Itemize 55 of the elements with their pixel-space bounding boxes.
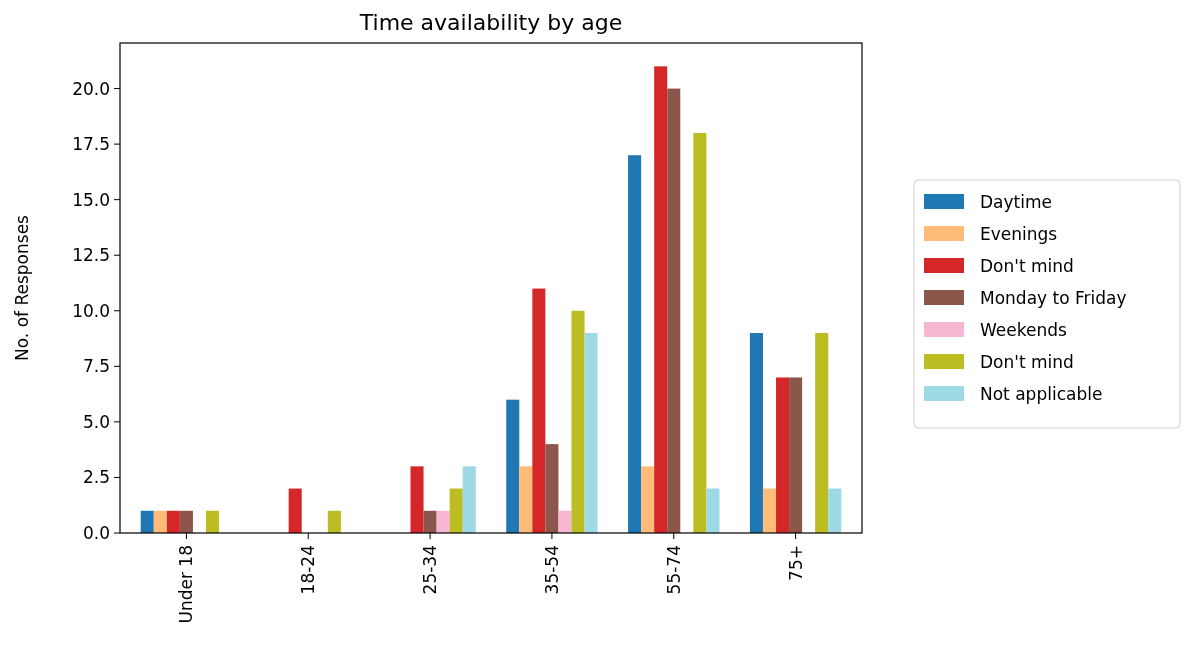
legend-label: Don't mind [980, 351, 1074, 372]
legend-label: Don't mind [980, 255, 1074, 276]
bar [584, 333, 598, 533]
bar [153, 510, 167, 533]
bar [423, 510, 437, 533]
bar [449, 488, 463, 533]
bar [667, 88, 681, 533]
bar [628, 155, 642, 533]
bar [776, 377, 790, 533]
bar [205, 510, 220, 533]
bar [532, 288, 546, 533]
bar [506, 399, 520, 533]
bar [166, 510, 180, 533]
bar [815, 333, 829, 533]
x-tick-label: 55-74 [663, 545, 684, 595]
bar [140, 510, 154, 533]
y-tick-label: 7.5 [82, 356, 110, 377]
y-tick-label: 20.0 [72, 78, 110, 99]
y-tick-label: 5.0 [82, 411, 110, 432]
chart-title: Time availability by age [358, 10, 623, 35]
bar [436, 510, 450, 533]
bar [641, 466, 655, 533]
legend-label: Evenings [980, 223, 1058, 244]
bar [654, 66, 668, 533]
bar [462, 466, 476, 533]
x-tick-label: 18-24 [298, 545, 319, 595]
x-tick-label: 35-54 [541, 545, 562, 595]
bar [410, 466, 424, 533]
legend-label: Weekends [980, 319, 1067, 340]
bar [762, 488, 777, 533]
bar [288, 488, 302, 533]
bar [519, 466, 533, 533]
y-tick-label: 2.5 [82, 467, 110, 488]
x-tick-label: 75+ [785, 545, 806, 581]
y-tick-label: 10.0 [72, 300, 110, 321]
y-tick-label: 17.5 [72, 134, 110, 155]
y-tick-label: 15.0 [72, 189, 110, 210]
x-tick-label: Under 18 [176, 545, 197, 624]
bar [789, 377, 803, 533]
bar [571, 310, 585, 533]
bar [545, 444, 559, 533]
y-axis-title: No. of Responses [12, 214, 32, 361]
y-tick-label: 0.0 [82, 522, 110, 543]
legend-label: Not applicable [980, 383, 1103, 404]
bar [749, 333, 763, 533]
legend-label: Monday to Friday [980, 287, 1127, 308]
bar [693, 133, 707, 533]
bar [706, 488, 720, 533]
x-tick-label: 25-34 [420, 545, 441, 595]
bar [558, 510, 572, 533]
bar [828, 488, 842, 533]
y-tick-label: 12.5 [72, 245, 110, 266]
bar [327, 510, 341, 533]
legend-label: Daytime [980, 191, 1052, 212]
bar [179, 510, 193, 533]
